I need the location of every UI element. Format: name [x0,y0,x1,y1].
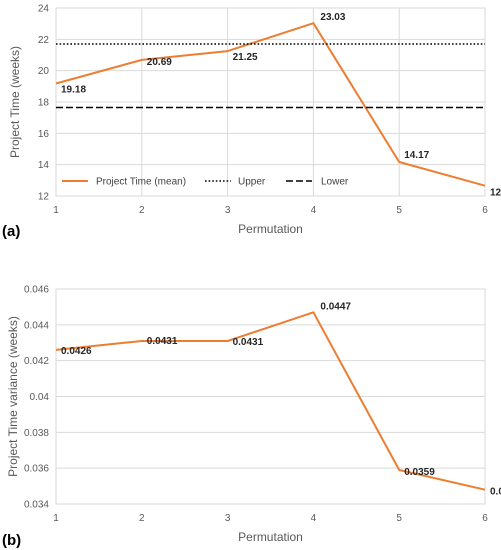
x-tick-label-a-5: 6 [482,205,488,216]
y-tick-label-a-0: 12 [38,192,50,203]
chart-b: 0.034 0.036 0.038 0.04 0.042 0.044 0.046 1 2 3 4 5 6… [2,285,501,550]
x-tick-label-a-2: 3 [225,205,231,216]
data-label-b-5: 0.0348 [490,487,501,498]
legend-entry-1: Upper [238,177,266,188]
y-tick-label-a-5: 22 [38,35,50,46]
data-label-b-2: 0.0431 [233,337,264,348]
data-label-b-3: 0.0447 [320,301,351,312]
y-tick-label-b-2: 0.038 [24,428,49,439]
y-tick-label-b-6: 0.046 [24,285,49,296]
y-tick-label-b-3: 0.04 [30,392,50,403]
x-tick-label-b-5: 6 [482,513,488,524]
x-axis-title-b: Permutation [238,530,303,544]
series-line-a-0 [55,22,486,187]
x-tick-label-b-2: 3 [225,513,231,524]
x-tick-label-b-3: 4 [311,513,317,524]
data-label-b-1: 0.0431 [147,336,178,347]
panel-label-a: (a) [2,223,20,240]
x-tick-label-a-1: 2 [139,205,145,216]
y-tick-label-a-4: 20 [38,66,50,77]
plot-area-a [55,7,486,197]
series-line-b-0 [55,311,486,491]
x-axis-title-a: Permutation [238,222,303,236]
data-label-a-1: 20.69 [147,57,172,68]
y-tick-label-b-4: 0.042 [24,356,49,367]
y-tick-label-a-6: 24 [38,4,50,15]
x-tick-label-b-4: 5 [396,513,402,524]
y-tick-label-b-5: 0.044 [24,320,49,331]
y-tick-label-a-2: 16 [38,129,50,140]
x-tick-label-a-0: 1 [53,205,59,216]
x-tick-label-a-3: 4 [311,205,317,216]
y-axis-title-b: Project Time variance (weeks) [6,316,20,477]
x-tick-label-b-1: 2 [139,513,145,524]
data-label-a-5: 12.66 [490,188,501,199]
plot-area-b [55,288,486,505]
data-label-b-0: 0.0426 [61,346,92,357]
legend-entry-2: Lower [321,177,349,188]
data-label-a-4: 14.17 [404,150,429,161]
data-label-a-2: 21.25 [233,52,258,63]
y-tick-label-a-3: 18 [38,98,50,109]
data-label-b-4: 0.0359 [404,467,435,478]
legend-entry-0: Project Time (mean) [96,177,186,188]
y-axis-title-a: Project Time (weeks) [8,46,22,158]
data-label-a-3: 23.03 [320,12,345,23]
data-label-a-0: 19.18 [61,85,86,96]
x-tick-label-a-4: 5 [396,205,402,216]
y-tick-label-b-1: 0.036 [24,464,49,475]
x-tick-label-b-0: 1 [53,513,59,524]
panel-label-b: (b) [2,532,21,549]
y-tick-label-b-0: 0.034 [24,500,49,511]
y-tick-label-a-1: 14 [38,160,50,171]
